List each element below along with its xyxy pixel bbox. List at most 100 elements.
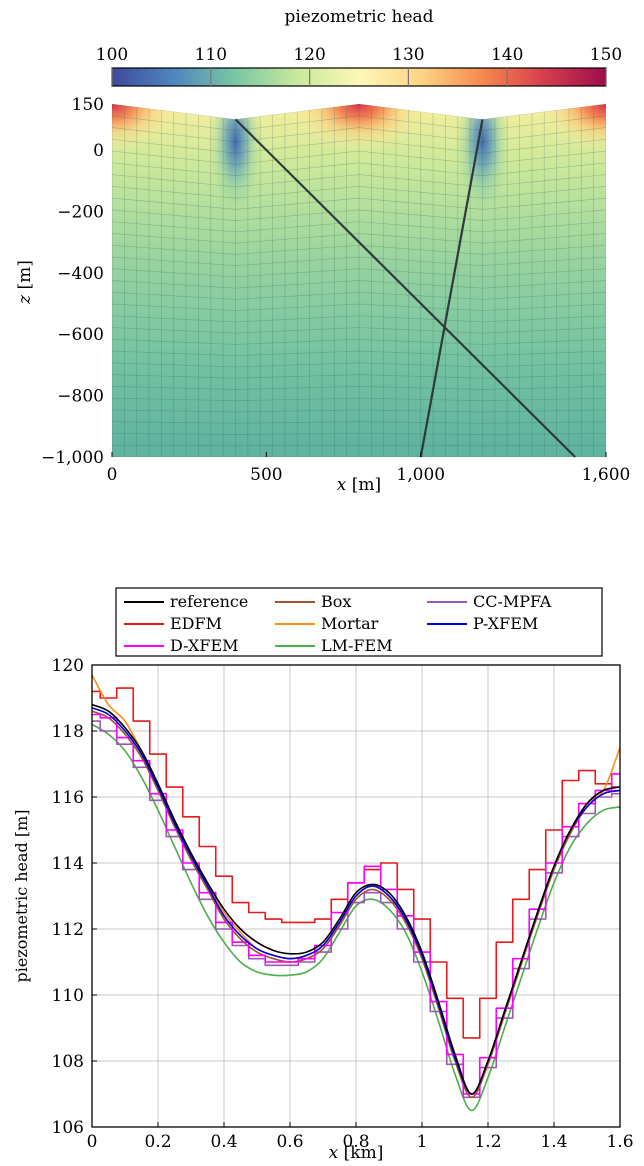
high-head-zone [289,104,429,152]
mesh-line [112,233,606,244]
x-tick-label: 1,600 [582,465,631,485]
mesh-line [112,338,606,345]
colorbar-tick-label: 120 [293,45,325,65]
y-tick-label: 150 [72,95,104,115]
mesh-line [112,268,606,278]
mesh-line [112,138,606,154]
y-tick-label: 106 [52,1118,84,1138]
legend-entry: D-XFEM [124,636,239,655]
y-tick-label: −600 [57,325,104,345]
legend-entry: Box [275,592,351,611]
line-chart-panel: 0 0.2 0.4 0.6 0.8 1 1.2 1.4 1.6 106 108 110 112 114 11… [12,587,634,1163]
mesh-line [112,150,606,165]
mesh-line [112,186,606,199]
fracture-line [234,118,576,458]
line-chart-ylabel: piezometric head [m] [12,809,31,982]
line-chart-ticks: 0 0.2 0.4 0.6 0.8 1 1.2 1.4 1.6 106 108 110 112 114 11… [52,656,634,1152]
colorbar-tick-marks [111,68,607,86]
legend-label: Box [321,592,351,611]
mesh-line [112,162,606,176]
mesh-line [112,421,606,424]
y-tick-label: 118 [52,722,84,742]
mesh-line [112,409,606,413]
x-tick-label: 0.4 [210,1132,237,1152]
legend-entry: Mortar [275,614,379,633]
heatmap-xlabel: x [m] [337,475,381,495]
legend-box [115,587,603,657]
y-tick-label: 114 [52,854,84,874]
x-tick-label: 0.8 [342,1132,369,1152]
mesh-line [112,115,606,131]
y-tick-label: 116 [52,788,84,808]
heatmap-ylabel: z [m] [15,260,35,305]
legend-entry: CC-MPFA [427,592,552,611]
mesh-line [112,362,606,368]
mesh-line [112,350,606,357]
mesh-line [112,197,606,210]
legend: reference Box CC-MPFA EDFM Mortar P-XFEM D-XFE… [115,587,603,657]
mesh-line [112,315,606,323]
mesh-line [112,327,606,334]
mesh-line [112,444,606,447]
y-tick-label: −1,000 [41,448,104,468]
y-tick-label: 108 [52,1052,84,1072]
x-tick-label: 1.2 [474,1132,501,1152]
legend-label: P-XFEM [473,614,538,633]
heatmap-panel: 0 500 1,000 1,600 150 0 −200 −400 −600 −800 −1,000… [15,95,630,495]
colorbar-gradient [111,67,607,87]
mesh-line [112,256,606,267]
x-tick-label: 0.6 [276,1132,303,1152]
legend-entries: reference Box CC-MPFA EDFM Mortar P-XFEM D-XFE… [124,592,552,655]
series-line-lm-fem [92,723,620,1112]
series-line-reference [92,703,620,1095]
mesh-line [112,303,606,312]
mesh-line [112,291,606,300]
legend-label: EDFM [170,614,222,633]
mesh-line [112,221,606,233]
legend-label: LM-FEM [321,636,393,655]
mesh-line [112,386,606,390]
colorbar-tick-label: 100 [96,45,128,65]
colorbar: piezometric head 100 110 120 130 140 150 [96,7,622,87]
y-tick-label: 112 [52,920,84,940]
x-tick-label: 0.2 [144,1132,171,1152]
mesh-line [112,127,606,143]
y-tick-label: −200 [57,202,104,222]
mesh-line [112,397,606,402]
mesh-line [112,174,606,188]
line-chart-xlabel: x [km] [329,1143,384,1163]
legend-entry: P-XFEM [427,614,538,633]
series-line-box [92,710,620,1099]
mesh-line [112,280,606,289]
heatmap-mesh [112,104,606,457]
x-tick-label: 1 [417,1132,428,1152]
x-tick-label: 1,000 [396,465,445,485]
colorbar-tick-label: 150 [590,45,622,65]
mesh-line [112,244,606,255]
y-tick-label: 0 [93,141,104,161]
mesh-line [112,433,606,435]
legend-entry: EDFM [124,614,222,633]
y-tick-label: 120 [52,656,84,676]
mesh-line [112,374,606,379]
x-tick-label: 1.6 [606,1132,633,1152]
legend-label: D-XFEM [170,636,239,655]
colorbar-label: piezometric head [284,7,433,27]
colorbar-tick-label: 130 [392,45,424,65]
heatmap-axes: 0 500 1,000 1,600 150 0 −200 −400 −600 −800 −1,000 [41,95,630,485]
legend-label: reference [170,592,248,611]
high-head-zone [112,104,182,152]
fracture-lines [234,118,576,458]
y-tick-label: −800 [57,387,104,407]
y-tick-label: 110 [52,986,84,1006]
high-head-zone [536,104,606,152]
line-chart-series [92,674,620,1112]
heatmap-high-head-zones [112,104,606,152]
colorbar-tick-label: 110 [195,45,227,65]
legend-entry: LM-FEM [275,636,393,655]
legend-label: Mortar [321,614,379,633]
colorbar-tick-label: 140 [491,45,523,65]
fracture-line [419,119,484,458]
x-tick-label: 1.4 [540,1132,567,1152]
